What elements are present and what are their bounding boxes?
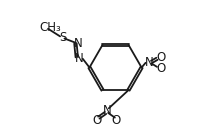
Text: N: N xyxy=(103,104,111,117)
Text: N: N xyxy=(74,37,83,50)
Text: O: O xyxy=(156,51,165,64)
Text: N: N xyxy=(75,52,84,65)
Text: CH₃: CH₃ xyxy=(39,21,61,34)
Text: N: N xyxy=(145,56,154,69)
Text: S: S xyxy=(59,31,66,44)
Text: O: O xyxy=(93,114,102,127)
Text: O: O xyxy=(112,114,121,127)
Text: O: O xyxy=(156,62,165,75)
